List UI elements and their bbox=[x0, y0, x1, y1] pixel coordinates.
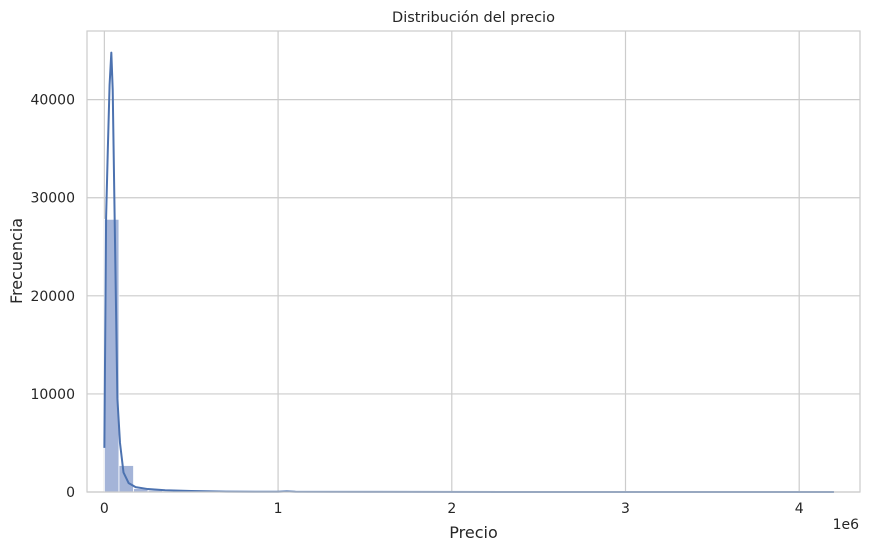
x-tick-label: 3 bbox=[621, 501, 630, 517]
x-tick-label: 2 bbox=[447, 501, 456, 517]
x-tick-label: 4 bbox=[795, 501, 804, 517]
y-tick-label: 10000 bbox=[30, 387, 75, 403]
x-tick-label: 0 bbox=[100, 501, 109, 517]
x-tick-label: 1 bbox=[274, 501, 283, 517]
y-axis-label: Frecuencia bbox=[7, 218, 26, 304]
y-tick-labels: 0 10000 20000 30000 40000 bbox=[30, 93, 75, 501]
y-tick-label: 20000 bbox=[30, 289, 75, 305]
y-tick-label: 30000 bbox=[30, 191, 75, 207]
x-axis-label: Precio bbox=[449, 523, 497, 542]
chart-title: Distribución del precio bbox=[392, 10, 555, 26]
y-tick-label: 40000 bbox=[30, 93, 75, 109]
plot-frame bbox=[86, 30, 861, 493]
x-axis-offset-label: 1e6 bbox=[833, 517, 860, 533]
y-tick-label: 0 bbox=[66, 485, 75, 501]
x-tick-labels: 0 1 2 3 4 bbox=[100, 501, 804, 517]
